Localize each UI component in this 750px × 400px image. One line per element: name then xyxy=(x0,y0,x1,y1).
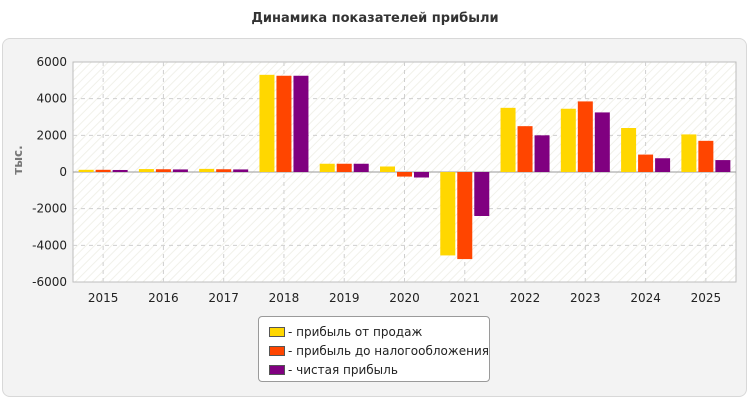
bar xyxy=(577,101,593,172)
bar xyxy=(560,108,576,172)
bar xyxy=(380,166,395,172)
bar xyxy=(517,126,533,172)
bar xyxy=(199,168,215,172)
x-tick-label: 2024 xyxy=(630,291,661,305)
bar xyxy=(655,158,671,172)
legend-item: - прибыль от продаж xyxy=(269,322,489,341)
bar xyxy=(353,163,369,172)
bar xyxy=(336,163,352,172)
y-tick-label: 6000 xyxy=(36,55,67,69)
bar xyxy=(638,154,654,172)
x-tick-label: 2023 xyxy=(570,291,601,305)
legend-label: - прибыль до налогообложения xyxy=(288,343,489,358)
bar xyxy=(78,169,94,172)
bar xyxy=(474,172,490,216)
legend-label: - прибыль от продаж xyxy=(288,324,423,339)
x-tick-label: 2018 xyxy=(269,291,300,305)
bar xyxy=(95,169,111,172)
bar xyxy=(397,172,412,177)
bar xyxy=(138,169,154,172)
x-tick-label: 2020 xyxy=(389,291,420,305)
legend-label: - чистая прибыль xyxy=(288,362,398,377)
bar xyxy=(259,74,275,172)
legend-item: - чистая прибыль xyxy=(269,360,489,379)
bar xyxy=(293,75,309,172)
chart-title: Динамика показателей прибыли xyxy=(251,11,499,26)
bar xyxy=(276,75,292,172)
x-tick-label: 2019 xyxy=(329,291,360,305)
y-tick-label: 2000 xyxy=(36,128,67,142)
bar xyxy=(500,107,516,172)
x-tick-label: 2021 xyxy=(449,291,480,305)
bar xyxy=(155,169,171,172)
legend-swatch xyxy=(269,345,285,356)
bar xyxy=(698,140,714,172)
y-tick-label: 4000 xyxy=(36,92,67,106)
y-tick-label: -2000 xyxy=(32,202,67,216)
legend: - прибыль от продаж - прибыль до налогоо… xyxy=(258,316,490,382)
x-tick-label: 2017 xyxy=(208,291,239,305)
x-tick-label: 2025 xyxy=(691,291,722,305)
bar xyxy=(112,169,128,172)
bar xyxy=(172,169,188,172)
bar xyxy=(414,172,429,178)
legend-item: - прибыль до налогообложения xyxy=(269,341,489,360)
legend-swatch xyxy=(269,326,285,337)
y-tick-label: -6000 xyxy=(32,275,67,289)
bar xyxy=(216,169,232,172)
x-tick-label: 2022 xyxy=(510,291,541,305)
bar xyxy=(534,135,550,172)
y-tick-label: 0 xyxy=(59,165,67,179)
bar xyxy=(681,134,697,172)
bar xyxy=(594,112,610,172)
y-tick-label: -4000 xyxy=(32,238,67,252)
x-tick-label: 2015 xyxy=(88,291,119,305)
bar xyxy=(233,169,249,172)
y-axis-label: тыс. xyxy=(11,145,25,174)
legend-swatch xyxy=(269,364,285,375)
bar xyxy=(621,128,637,172)
bar xyxy=(440,172,456,256)
bar xyxy=(319,163,335,172)
bar xyxy=(457,172,473,260)
x-tick-label: 2016 xyxy=(148,291,179,305)
bar xyxy=(715,160,731,172)
